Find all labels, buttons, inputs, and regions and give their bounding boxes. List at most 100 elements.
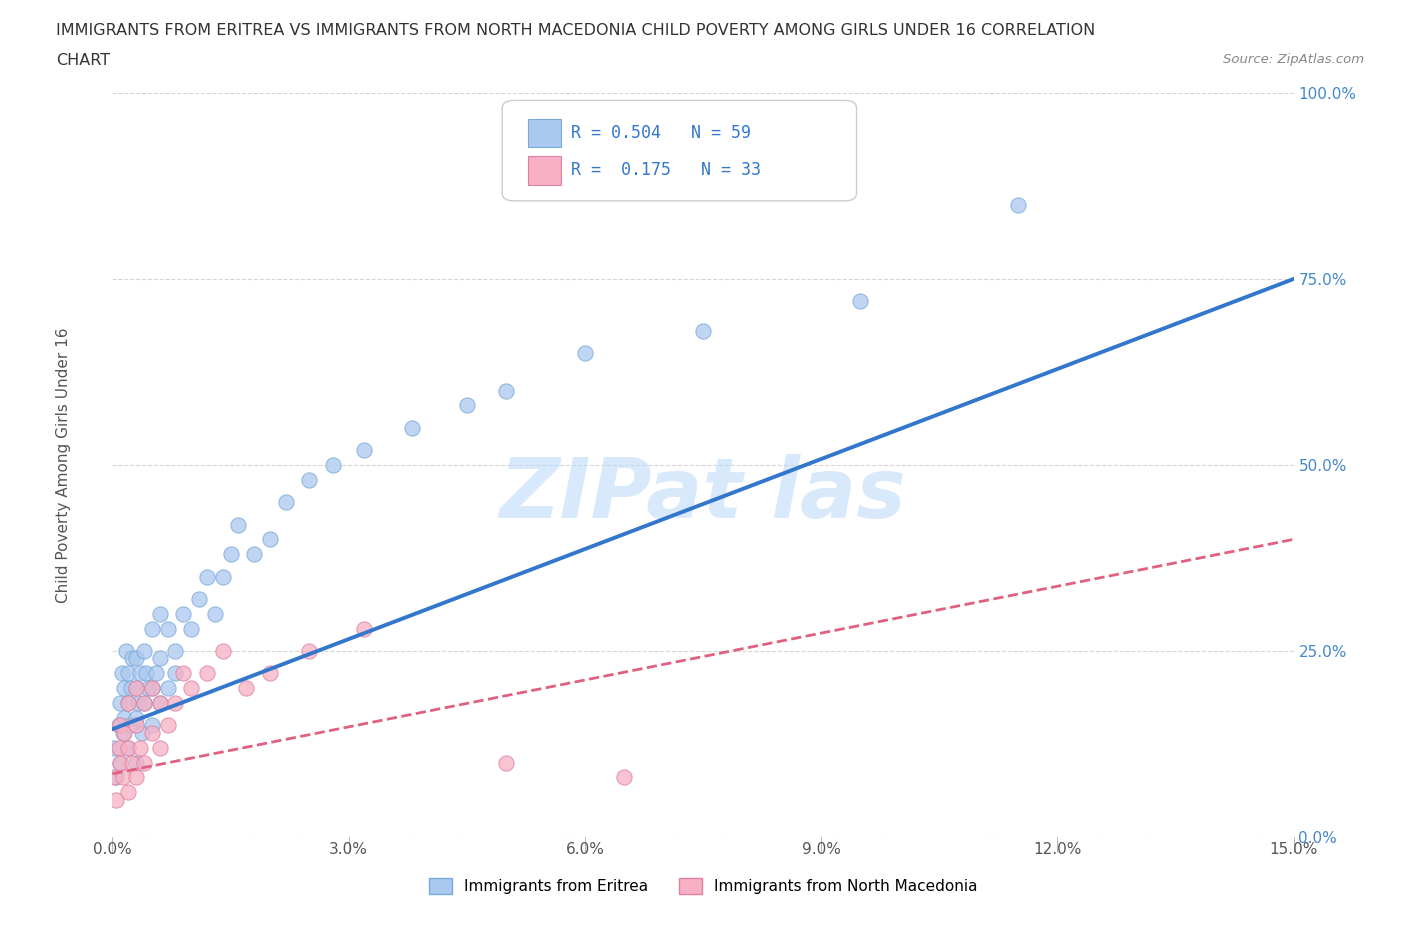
Point (219, 547, 242, 562)
Point (125, 711, 148, 725)
Point (322, 458, 344, 472)
Point (105, 792, 128, 807)
Point (141, 718, 163, 733)
Text: Source: ZipAtlas.com: Source: ZipAtlas.com (1223, 53, 1364, 66)
Point (121, 755, 143, 770)
Point (125, 651, 148, 666)
Point (125, 770, 148, 785)
Point (259, 666, 281, 681)
Point (125, 681, 148, 696)
Point (131, 725, 153, 740)
Point (180, 621, 202, 636)
FancyBboxPatch shape (529, 156, 561, 184)
FancyBboxPatch shape (529, 119, 561, 147)
Point (165, 696, 187, 711)
FancyBboxPatch shape (502, 100, 856, 201)
Point (149, 696, 172, 711)
Point (353, 621, 375, 636)
Point (105, 770, 128, 785)
Point (495, 383, 517, 398)
Point (156, 681, 179, 696)
Text: R =  0.175   N = 33: R = 0.175 N = 33 (571, 162, 761, 179)
Point (353, 443, 375, 458)
Point (121, 651, 143, 666)
Point (117, 696, 139, 711)
Point (115, 644, 138, 658)
Point (107, 740, 129, 755)
Point (211, 644, 233, 658)
Legend: Immigrants from Eritrea, Immigrants from North Macedonia: Immigrants from Eritrea, Immigrants from… (423, 871, 983, 900)
Point (110, 718, 132, 733)
Point (456, 398, 478, 413)
Point (274, 495, 297, 510)
Point (574, 346, 596, 361)
Point (132, 755, 155, 770)
Point (195, 569, 218, 584)
Point (118, 718, 141, 733)
Text: IMMIGRANTS FROM ERITREA VS IMMIGRANTS FROM NORTH MACEDONIA CHILD POVERTY AMONG G: IMMIGRANTS FROM ERITREA VS IMMIGRANTS FR… (56, 23, 1095, 38)
Point (127, 696, 149, 711)
Text: CHART: CHART (56, 53, 110, 68)
Point (129, 740, 152, 755)
Point (125, 718, 148, 733)
Point (172, 606, 194, 621)
Text: Child Poverty Among Girls Under 16: Child Poverty Among Girls Under 16 (56, 327, 70, 603)
Point (112, 711, 135, 725)
Point (141, 681, 163, 696)
Point (156, 621, 179, 636)
Point (188, 591, 211, 606)
Point (132, 696, 155, 711)
Point (149, 651, 172, 666)
Point (125, 681, 148, 696)
Point (132, 644, 155, 658)
Point (228, 517, 250, 532)
Point (149, 696, 172, 711)
Point (1007, 197, 1029, 212)
Point (117, 740, 139, 755)
Point (117, 740, 139, 755)
Point (165, 666, 187, 681)
Point (165, 644, 187, 658)
Point (692, 324, 714, 339)
Point (135, 666, 157, 681)
Point (129, 666, 152, 681)
Point (156, 718, 179, 733)
Point (849, 294, 872, 309)
Point (110, 755, 132, 770)
Point (298, 644, 321, 658)
Point (112, 725, 135, 740)
Point (149, 606, 172, 621)
Point (136, 681, 159, 696)
Point (103, 770, 125, 785)
Point (111, 666, 134, 681)
Point (172, 666, 194, 681)
Text: ZIPat las: ZIPat las (499, 454, 907, 536)
Point (613, 770, 636, 785)
Point (401, 420, 423, 435)
Point (259, 532, 281, 547)
Point (141, 725, 163, 740)
Text: R = 0.504   N = 59: R = 0.504 N = 59 (571, 125, 751, 142)
Point (110, 696, 132, 711)
Point (195, 666, 218, 681)
Point (125, 755, 148, 770)
Point (120, 681, 142, 696)
Point (141, 621, 163, 636)
Point (235, 681, 257, 696)
Point (204, 606, 226, 621)
Point (149, 740, 172, 755)
Point (180, 681, 202, 696)
Point (117, 666, 139, 681)
Point (211, 569, 233, 584)
Point (112, 681, 135, 696)
Point (145, 666, 167, 681)
Point (117, 696, 139, 711)
Point (495, 755, 517, 770)
Point (117, 785, 139, 800)
Point (110, 755, 132, 770)
Point (141, 681, 163, 696)
Point (298, 472, 321, 487)
Point (103, 740, 125, 755)
Point (111, 725, 134, 740)
Point (111, 770, 134, 785)
